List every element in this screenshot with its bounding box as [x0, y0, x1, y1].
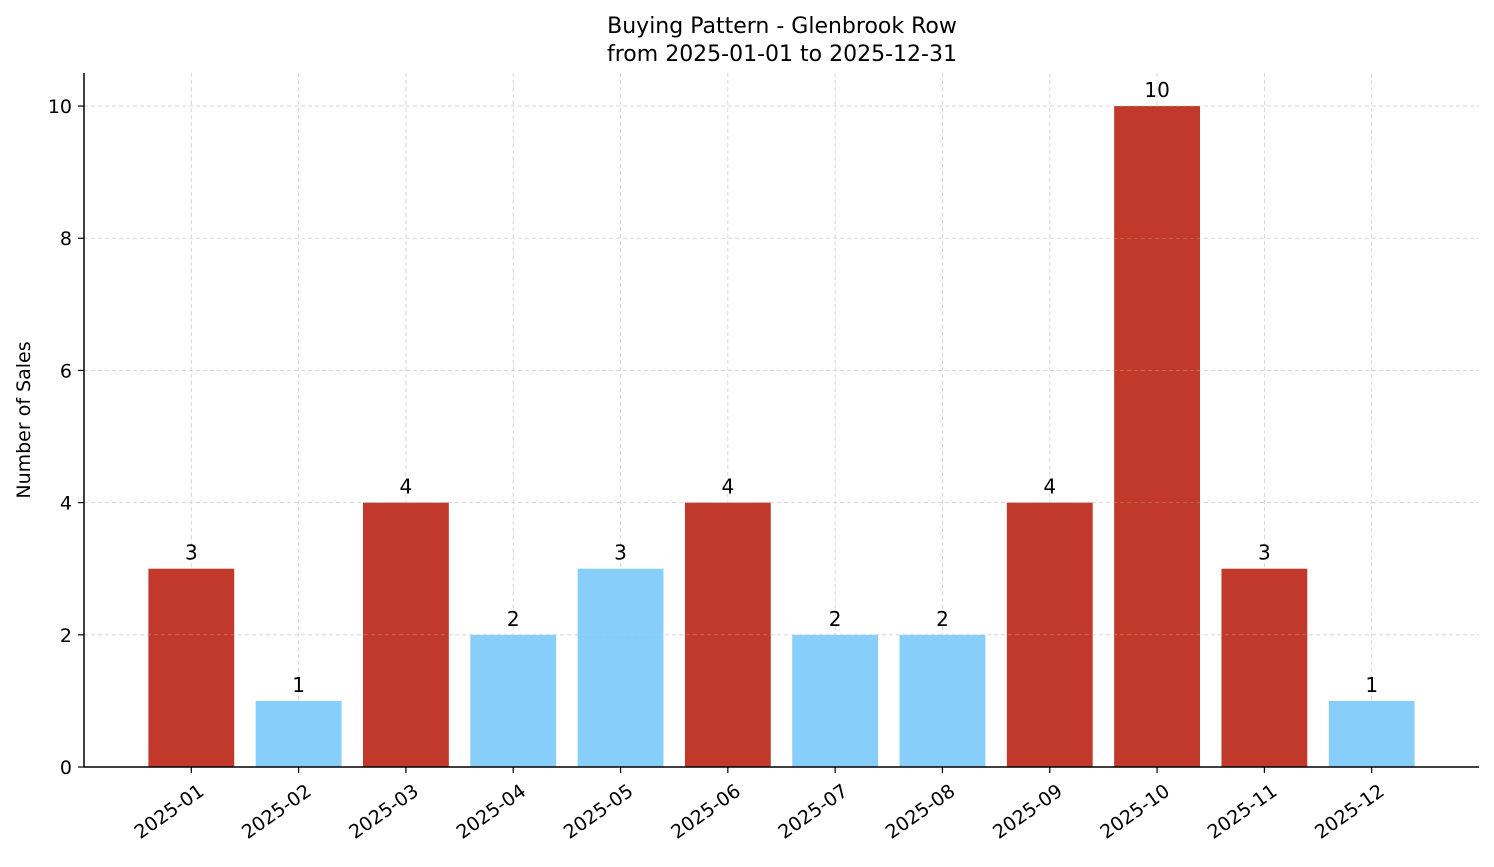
bar: [1328, 700, 1415, 767]
data-label: 3: [1258, 541, 1271, 565]
bar: [1114, 106, 1200, 768]
data-label: 2: [936, 607, 949, 631]
data-label: 3: [185, 541, 198, 565]
x-tick-label: 2025-02: [238, 780, 316, 844]
data-label: 1: [292, 673, 305, 697]
y-tick-label: 4: [60, 493, 72, 515]
y-axis-label: Number of Sales: [13, 341, 35, 498]
bar: [792, 634, 879, 767]
x-tick-label: 2025-05: [560, 780, 638, 844]
x-tick-label: 2025-09: [989, 780, 1067, 844]
x-tick-label: 2025-10: [1096, 780, 1174, 844]
chart-subtitle: from 2025-01-01 to 2025-12-31: [607, 42, 957, 67]
bar: [255, 700, 342, 767]
x-tick-label: 2025-06: [667, 780, 745, 844]
data-label: 1: [1365, 673, 1378, 697]
x-tick-label: 2025-01: [131, 780, 209, 844]
y-tick-label: 2: [60, 625, 72, 647]
x-tick-label: 2025-07: [774, 780, 852, 844]
data-label: 4: [1043, 475, 1056, 499]
data-label: 10: [1144, 78, 1169, 102]
data-label: 4: [721, 475, 734, 499]
x-tick-label: 2025-12: [1311, 780, 1389, 844]
data-label: 3: [614, 541, 627, 565]
x-tick-label: 2025-11: [1204, 780, 1282, 844]
chart-title: Buying Pattern - Glenbrook Row: [607, 14, 957, 39]
bar: [470, 634, 557, 767]
bar: [148, 568, 235, 767]
data-label: 2: [507, 607, 520, 631]
x-tick-label: 2025-08: [882, 780, 960, 844]
data-label: 2: [829, 607, 842, 631]
y-tick-label: 10: [48, 96, 72, 118]
bar: [577, 568, 664, 767]
data-label: 4: [400, 475, 413, 499]
y-tick-label: 8: [60, 228, 72, 250]
bar: [1221, 568, 1308, 767]
bar: [899, 634, 986, 767]
y-tick-label: 0: [60, 757, 72, 779]
x-tick-label: 2025-04: [452, 780, 530, 844]
y-tick-label: 6: [60, 360, 72, 382]
x-tick-label: 2025-03: [345, 780, 423, 844]
